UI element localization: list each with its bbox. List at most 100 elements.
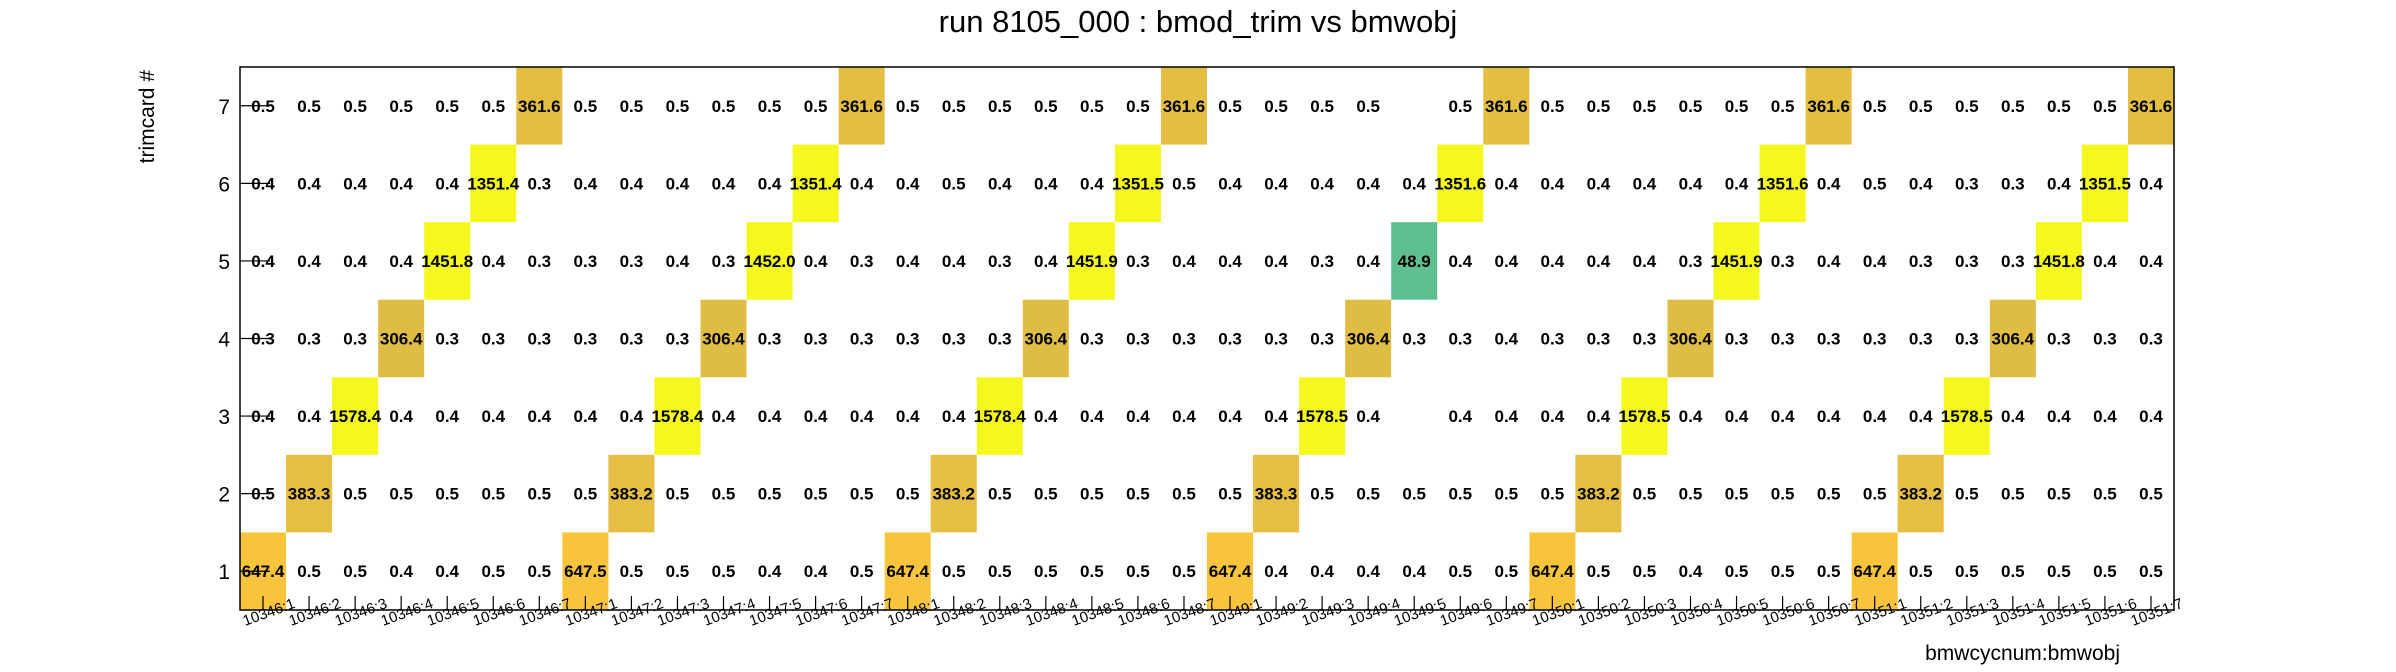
cell-value-label: 0.4 bbox=[1448, 407, 1472, 426]
cell-value-label: 0.4 bbox=[527, 407, 551, 426]
cell-value-label: 0.5 bbox=[758, 97, 782, 116]
cell-value-label: 0.5 bbox=[481, 562, 505, 581]
cell-value-label: 0.5 bbox=[2093, 562, 2117, 581]
cell-value-label: 0.5 bbox=[1126, 485, 1150, 504]
cell-value-label: 0.5 bbox=[1172, 174, 1196, 193]
cell-value-label: 0.4 bbox=[1817, 252, 1841, 271]
heatmap-cell bbox=[1667, 299, 1714, 378]
cell-value-label: 0.5 bbox=[896, 485, 920, 504]
cell-value-label: 0.4 bbox=[1541, 252, 1565, 271]
cell-value-label: 0.4 bbox=[574, 174, 598, 193]
cell-value-label: 0.4 bbox=[1863, 252, 1887, 271]
heatmap-cell bbox=[1621, 377, 1668, 455]
cell-value-label: 1351.5 bbox=[1112, 174, 1164, 193]
cell-value-label: 0.5 bbox=[389, 97, 413, 116]
heatmap-cell bbox=[2081, 144, 2128, 223]
heatmap-cell bbox=[332, 377, 379, 455]
cell-value-label: 0.4 bbox=[988, 174, 1012, 193]
cell-value-label: 0.4 bbox=[1587, 174, 1611, 193]
cell-value-label: 0.5 bbox=[1633, 562, 1657, 581]
cell-value-label: 1351.4 bbox=[790, 174, 843, 193]
cell-value-label: 0.5 bbox=[666, 485, 690, 504]
cell-value-label: 0.4 bbox=[1494, 330, 1518, 349]
cell-value-label: 0.5 bbox=[2093, 97, 2117, 116]
cell-value-label: 0.4 bbox=[1679, 407, 1703, 426]
cell-value-label: 0.5 bbox=[1541, 485, 1565, 504]
cell-value-label: 0.4 bbox=[2139, 174, 2163, 193]
heatmap-cell bbox=[378, 299, 425, 378]
cell-value-label: 1578.4 bbox=[651, 407, 704, 426]
cell-value-label: 0.4 bbox=[297, 252, 321, 271]
cell-value-label: 0.5 bbox=[942, 562, 966, 581]
cell-value-label: 361.6 bbox=[1485, 97, 1528, 116]
cell-value-label: 0.3 bbox=[1126, 330, 1150, 349]
cell-value-label: 0.4 bbox=[1679, 174, 1703, 193]
cell-value-label: 0.4 bbox=[1402, 174, 1426, 193]
cell-value-label: 48.9 bbox=[1398, 252, 1431, 271]
cell-value-label: 0.4 bbox=[435, 562, 459, 581]
cell-value-label: 0.3 bbox=[712, 252, 736, 271]
cell-value-label: 0.5 bbox=[1633, 485, 1657, 504]
heatmap-cell bbox=[470, 144, 517, 223]
cell-value-label: 0.4 bbox=[1909, 174, 1933, 193]
cell-value-label: 0.4 bbox=[1264, 407, 1288, 426]
cell-value-label: 0.5 bbox=[1034, 97, 1058, 116]
cell-value-label: 0.5 bbox=[435, 485, 459, 504]
cell-value-label: 0.5 bbox=[1771, 562, 1795, 581]
cell-value-label: 0.4 bbox=[804, 407, 828, 426]
cell-value-label: 0.5 bbox=[1679, 485, 1703, 504]
cell-value-label: 0.5 bbox=[712, 97, 736, 116]
cell-value-label: 0.4 bbox=[804, 252, 828, 271]
cell-value-label: 0.4 bbox=[1587, 407, 1611, 426]
cell-value-label: 0.3 bbox=[2139, 330, 2163, 349]
cell-value-label: 0.3 bbox=[574, 330, 598, 349]
heatmap-cell bbox=[1759, 144, 1806, 223]
heatmap-cell bbox=[1483, 67, 1530, 145]
cell-value-label: 383.2 bbox=[610, 485, 653, 504]
cell-value-label: 361.6 bbox=[518, 97, 561, 116]
heatmap-cell bbox=[700, 299, 747, 378]
cell-value-label: 0.3 bbox=[435, 330, 459, 349]
cell-value-label: 0.5 bbox=[1909, 97, 1933, 116]
heatmap-cell bbox=[976, 377, 1023, 455]
cell-value-label: 0.5 bbox=[527, 562, 551, 581]
cell-value-label: 0.4 bbox=[1218, 407, 1242, 426]
cell-value-label: 0.5 bbox=[1080, 97, 1104, 116]
cell-value-label: 0.5 bbox=[343, 562, 367, 581]
heatmap-cell bbox=[2035, 222, 2082, 300]
cell-value-label: 0.3 bbox=[1725, 330, 1749, 349]
cell-value-label: 0.4 bbox=[1725, 174, 1749, 193]
cell-value-label: 0.4 bbox=[1218, 174, 1242, 193]
y-tick-label: 5 bbox=[218, 251, 230, 274]
cell-value-label: 0.5 bbox=[1218, 485, 1242, 504]
cell-value-label: 0.5 bbox=[1771, 97, 1795, 116]
cell-value-label: 0.5 bbox=[1126, 97, 1150, 116]
cell-value-label: 1578.5 bbox=[1941, 407, 1993, 426]
cell-value-label: 0.5 bbox=[1448, 562, 1472, 581]
cell-value-label: 0.5 bbox=[527, 485, 551, 504]
heatmap-cell bbox=[1068, 222, 1115, 300]
cell-value-label: 0.5 bbox=[2047, 97, 2071, 116]
cell-value-label: 0.3 bbox=[896, 330, 920, 349]
cell-value-label: 1451.8 bbox=[421, 252, 473, 271]
heatmap-cell bbox=[654, 377, 701, 455]
cell-value-label: 0.5 bbox=[1863, 485, 1887, 504]
cell-value-label: 0.5 bbox=[1080, 485, 1104, 504]
cell-value-label: 0.5 bbox=[481, 485, 505, 504]
cell-value-label: 0.4 bbox=[620, 407, 644, 426]
cell-value-label: 0.5 bbox=[1771, 485, 1795, 504]
cell-value-label: 0.4 bbox=[1817, 407, 1841, 426]
cell-value-label: 0.5 bbox=[1080, 562, 1104, 581]
cell-value-label: 0.5 bbox=[2047, 562, 2071, 581]
heatmap-cells bbox=[240, 67, 2174, 610]
cell-value-label: 0.5 bbox=[2047, 485, 2071, 504]
cell-value-label: 0.3 bbox=[1679, 252, 1703, 271]
chart-title: run 8105_000 : bmod_trim vs bmwobj bbox=[939, 4, 1458, 39]
cell-value-label: 0.4 bbox=[1034, 174, 1058, 193]
cell-value-label: 0.5 bbox=[1356, 97, 1380, 116]
cell-value-label: 0.5 bbox=[2001, 97, 2025, 116]
cell-value-label: 0.5 bbox=[1955, 485, 1979, 504]
cell-value-label: 0.3 bbox=[527, 252, 551, 271]
cell-value-label: 0.4 bbox=[758, 562, 782, 581]
cell-value-label: 0.5 bbox=[988, 485, 1012, 504]
